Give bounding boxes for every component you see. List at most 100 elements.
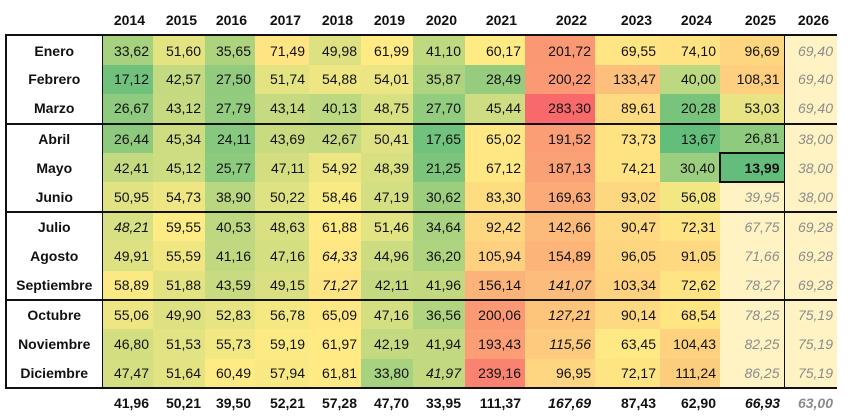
table-row: Junio 50,95 54,73 38,90 50,22 58,46 47,19 30,62… [5, 182, 837, 212]
value-cell: 142,66 [525, 210, 595, 242]
value-cell: 40,53 [205, 210, 255, 242]
value-cell: 71,27 [309, 270, 361, 300]
value-cell: 69,40 [784, 34, 837, 65]
value-cell: 21,25 [413, 152, 465, 183]
value-cell: 55,06 [101, 298, 153, 330]
year-header-2017: 2017 [255, 6, 309, 36]
value-cell: 42,11 [361, 270, 413, 300]
value-cell: 47,19 [361, 182, 413, 212]
value-cell: 42,41 [101, 152, 153, 183]
table-row: Abril 26,44 45,34 24,11 43,69 42,67 50,41 17,65… [5, 122, 837, 153]
value-cell: 47,47 [101, 358, 153, 390]
value-cell: 96,95 [525, 358, 595, 390]
value-cell: 56,08 [660, 182, 720, 212]
value-cell: 53,03 [720, 94, 785, 124]
value-cell: 45,44 [465, 94, 525, 124]
value-cell: 47,11 [255, 152, 309, 183]
value-cell: 46,80 [101, 329, 153, 359]
value-cell: 20,28 [660, 94, 720, 124]
value-cell: 61,97 [309, 329, 361, 359]
value-cell: 200,06 [465, 298, 525, 330]
value-cell: 50,95 [101, 182, 153, 212]
value-cell: 73,73 [595, 122, 660, 153]
value-cell: 27,79 [205, 94, 255, 124]
month-label: Septiembre [5, 270, 102, 300]
month-label: Diciembre [5, 358, 102, 390]
value-cell: 54,01 [361, 64, 413, 95]
value-cell: 169,63 [525, 182, 595, 212]
value-cell: 78,27 [720, 270, 785, 300]
value-cell: 43,69 [255, 122, 309, 153]
value-cell: 48,39 [361, 152, 413, 183]
value-cell: 141,07 [525, 270, 595, 300]
value-cell: 191,52 [525, 122, 595, 153]
annual-average-cell: 66,93 [720, 388, 784, 417]
value-cell: 41,96 [413, 270, 465, 300]
value-cell: 59,19 [255, 329, 309, 359]
value-cell: 50,41 [361, 122, 413, 153]
value-cell: 38,90 [205, 182, 255, 212]
value-cell: 26,67 [101, 94, 153, 124]
value-cell: 133,47 [595, 64, 660, 95]
value-cell: 74,21 [595, 152, 660, 183]
value-cell: 68,54 [660, 298, 720, 330]
value-cell: 96,69 [720, 34, 785, 65]
value-cell: 54,73 [153, 182, 205, 212]
value-cell: 24,11 [205, 122, 255, 153]
value-cell: 57,94 [255, 358, 309, 390]
value-cell: 40,13 [309, 94, 361, 124]
table-row: Marzo 26,67 43,12 27,79 43,14 40,13 48,75 27,70… [5, 94, 837, 124]
value-cell: 38,00 [784, 122, 837, 153]
value-cell: 60,49 [205, 358, 255, 390]
value-cell: 193,43 [465, 329, 525, 359]
table-row: Octubre 55,06 49,90 52,83 56,78 65,09 47,16 36,… [5, 298, 837, 330]
table-row: Agosto 49,91 55,59 41,16 47,16 64,33 44,96 36,2… [5, 241, 837, 271]
value-cell: 42,67 [309, 122, 361, 153]
annual-average-cell: 62,90 [660, 388, 720, 417]
value-cell: 115,56 [525, 329, 595, 359]
table-row: Febrero 17,12 42,57 27,50 51,74 54,88 54,01 35,… [5, 64, 837, 95]
value-cell: 49,91 [101, 241, 153, 271]
value-cell: 283,30 [525, 94, 595, 124]
value-cell: 45,34 [153, 122, 205, 153]
year-header-2023: 2023 [595, 6, 660, 36]
year-header-2021: 2021 [465, 6, 525, 36]
value-cell: 51,64 [153, 358, 205, 390]
value-cell: 74,10 [660, 34, 720, 65]
month-label: Enero [5, 34, 102, 65]
annual-average-row: 41,96 50,21 39,50 52,21 57,28 47,70 33,95 111,3… [6, 388, 837, 417]
value-cell: 61,81 [309, 358, 361, 390]
value-cell: 71,49 [255, 34, 309, 65]
value-cell: 35,65 [205, 34, 255, 65]
value-cell: 64,33 [309, 241, 361, 271]
annual-average-cell: 41,96 [102, 388, 153, 417]
annual-average-cell: 57,28 [309, 388, 361, 417]
value-cell: 58,46 [309, 182, 361, 212]
value-cell: 42,19 [361, 329, 413, 359]
value-cell: 36,56 [413, 298, 465, 330]
value-cell: 13,67 [660, 122, 720, 153]
value-cell: 83,30 [465, 182, 525, 212]
value-cell: 69,28 [784, 270, 837, 300]
value-cell: 108,31 [720, 64, 785, 95]
annual-average-cell: 33,95 [413, 388, 465, 417]
annual-average-cell: 47,70 [361, 388, 413, 417]
value-cell: 25,77 [205, 152, 255, 183]
value-cell: 49,90 [153, 298, 205, 330]
minimum-value-cell: 13,99 [719, 151, 785, 184]
month-label: Octubre [5, 298, 102, 330]
value-cell: 30,40 [660, 152, 720, 183]
value-cell: 104,43 [660, 329, 720, 359]
value-cell: 67,75 [720, 210, 785, 242]
value-cell: 111,24 [660, 358, 720, 390]
value-cell: 89,61 [595, 94, 660, 124]
value-cell: 239,16 [465, 358, 525, 390]
value-cell: 50,22 [255, 182, 309, 212]
month-label: Abril [5, 122, 102, 153]
value-cell: 26,81 [720, 122, 785, 153]
month-label: Julio [5, 210, 102, 242]
value-cell: 78,25 [720, 298, 785, 330]
value-cell: 30,62 [413, 182, 465, 212]
annual-average-cell: 111,37 [465, 388, 525, 417]
year-header-2025: 2025 [720, 6, 784, 36]
